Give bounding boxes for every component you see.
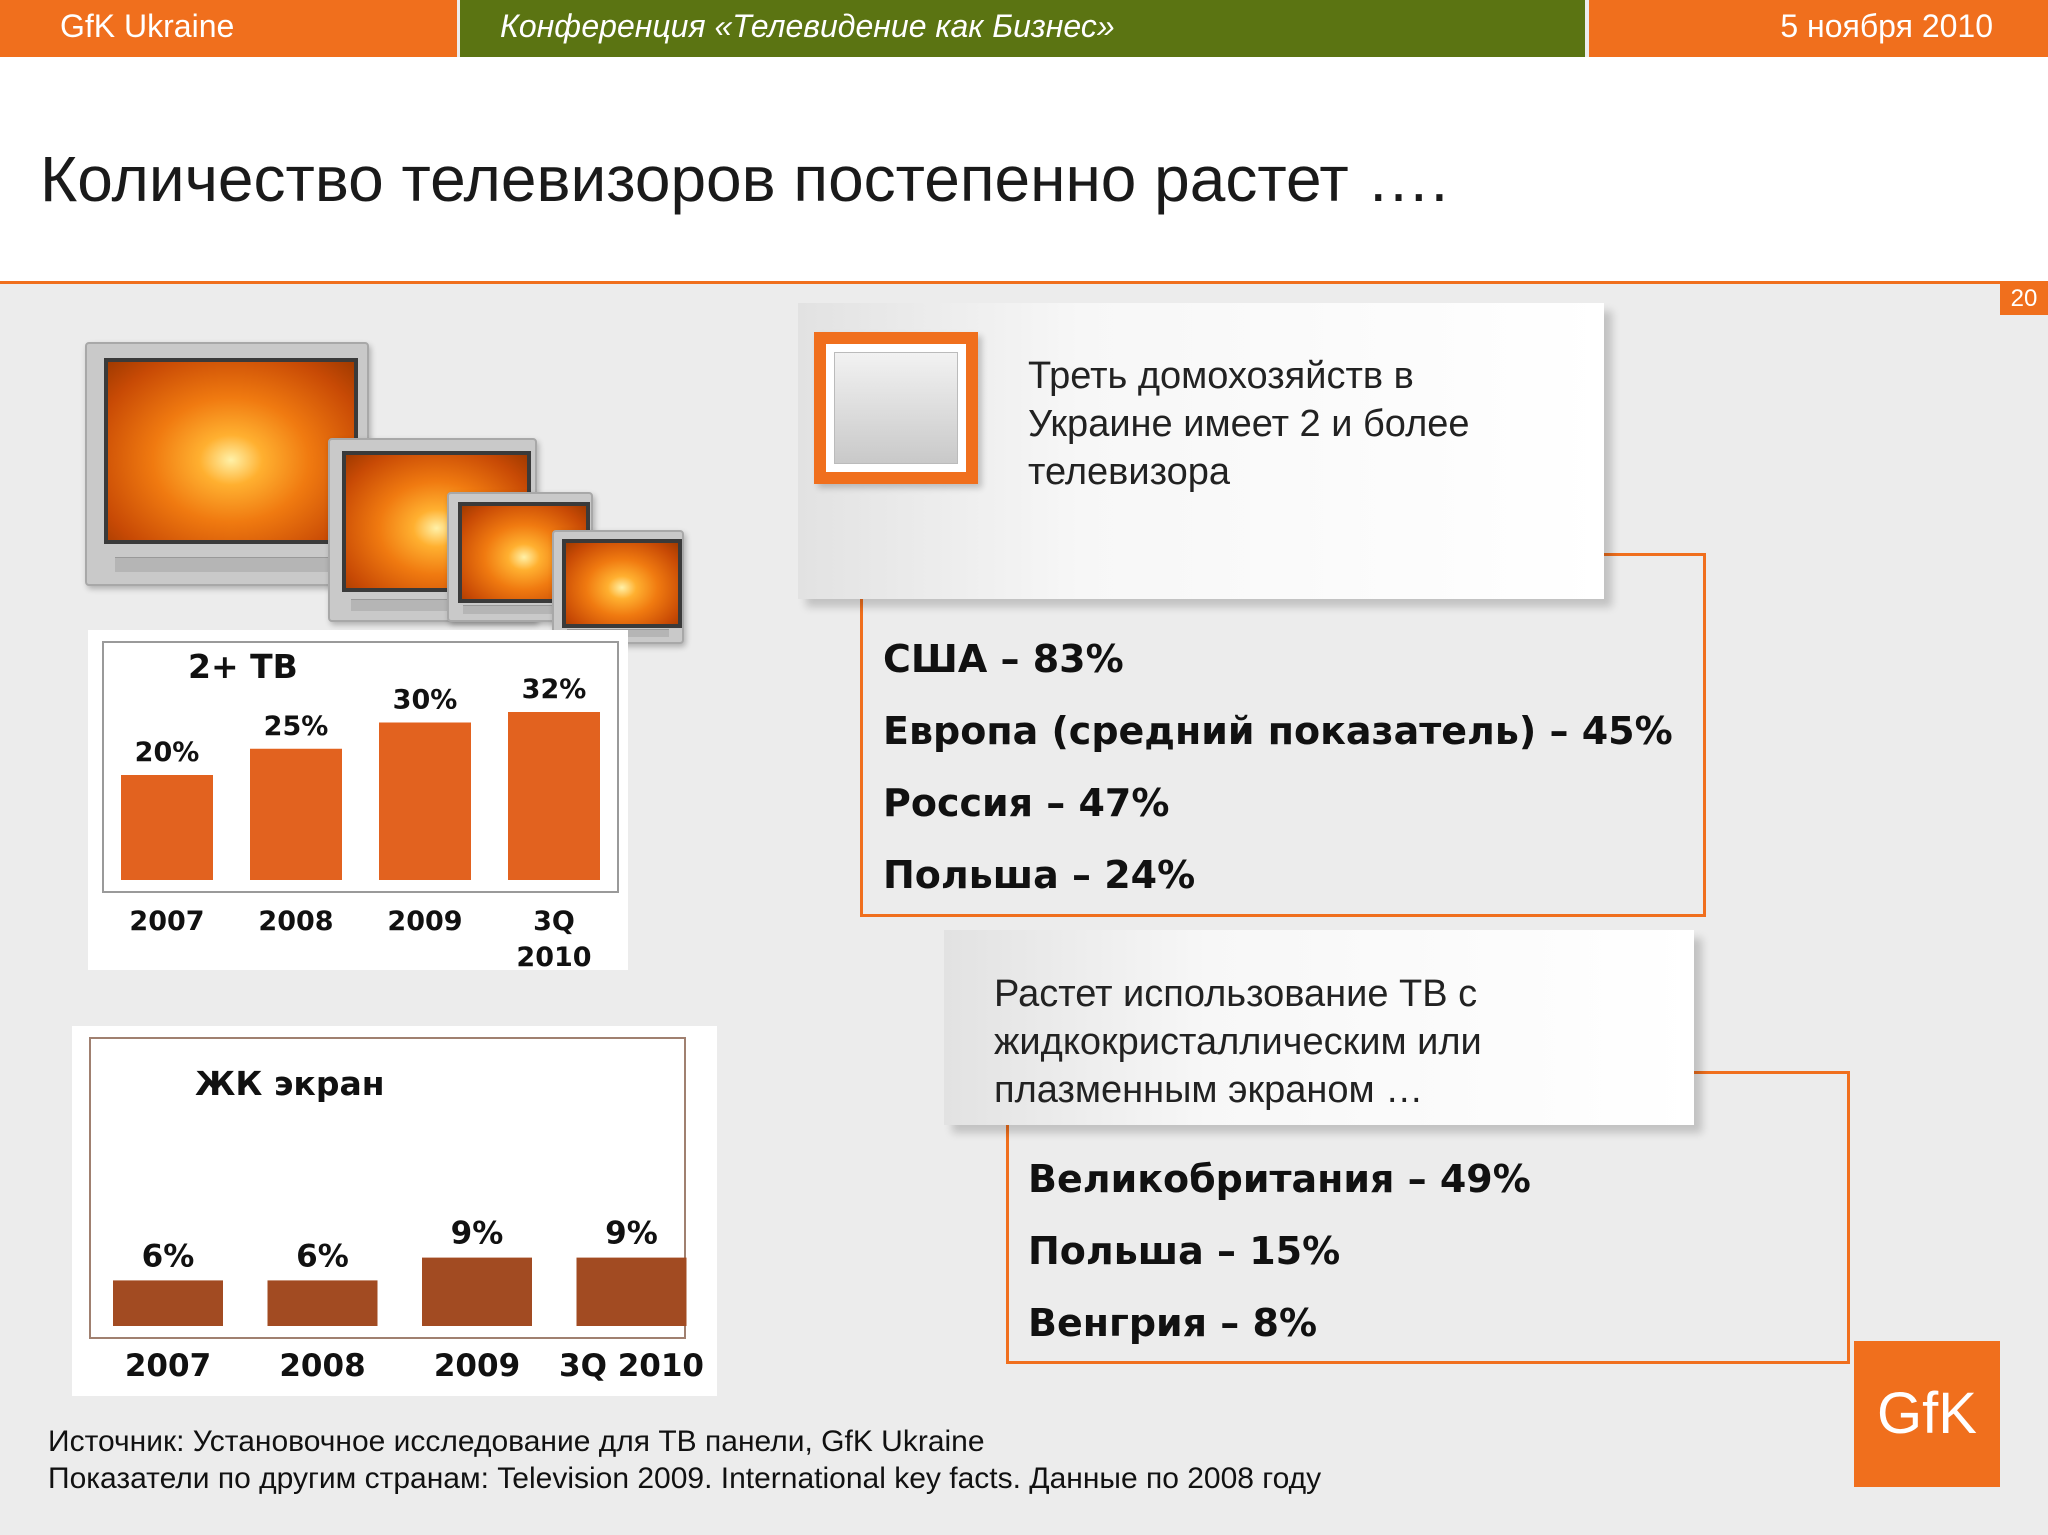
stat-russia: Россия – 47%	[883, 781, 1170, 825]
bar-3q-2010	[576, 1257, 687, 1326]
category-label: 2009	[387, 906, 462, 937]
title-area: Количество телевизоров постепенно растет…	[0, 57, 2048, 284]
info-line: Треть домохозяйств в	[1028, 355, 1414, 397]
chart-lcd-screen: ЖК экран 6% 2007 6% 2008 9% 2009 9% 3Q 2010	[72, 1026, 717, 1396]
stat-europe: Европа (средний показатель) – 45%	[883, 709, 1673, 753]
chart-2plus-tv: 2+ ТВ 20% 2007 25% 2008 30% 2009 32% 3Q 2010	[88, 630, 628, 970]
header-center: Конференция «Телевидение как Бизнес»	[460, 0, 1585, 57]
tv-large-image	[85, 342, 369, 586]
category-label: 2008	[258, 906, 333, 937]
category-label: 2007	[129, 906, 204, 937]
bar-3q-2010	[508, 712, 600, 880]
header-date: 5 ноября 2010	[1780, 8, 1993, 44]
data-label: 9%	[451, 1216, 504, 1252]
stat-poland-lcd: Польша – 15%	[1028, 1229, 1341, 1273]
bar-2007	[121, 775, 213, 880]
bar-2008	[267, 1280, 378, 1326]
data-label: 6%	[296, 1238, 349, 1274]
header-right: 5 ноября 2010	[1589, 0, 2048, 57]
header-brand: GfK Ukraine	[60, 8, 235, 44]
category-label: 3Q	[533, 906, 575, 937]
category-label: 2008	[279, 1348, 365, 1384]
category-label: 2009	[434, 1348, 520, 1384]
header-conference: Конференция «Телевидение как Бизнес»	[500, 8, 1115, 44]
data-label: 32%	[522, 674, 587, 705]
data-label: 20%	[135, 737, 200, 768]
data-label: 6%	[142, 1238, 195, 1274]
stat-hungary: Венгрия – 8%	[1028, 1301, 1318, 1345]
bar-2009	[379, 722, 471, 880]
bar-2007	[113, 1280, 223, 1326]
info-line: жидкокристаллическим или	[994, 1021, 1482, 1063]
chart-2plus-tv-svg: 2+ ТВ 20% 2007 25% 2008 30% 2009 32% 3Q 2010	[102, 641, 619, 970]
info-line: Растет использование ТВ с	[994, 973, 1478, 1015]
tv-smallest-image	[552, 530, 684, 644]
category-label: 3Q 2010	[559, 1348, 704, 1384]
data-label: 9%	[605, 1216, 658, 1252]
info-line: Украине имеет 2 и более	[1028, 403, 1470, 445]
info-box-2	[944, 930, 1694, 1125]
stat-usa: США – 83%	[883, 637, 1124, 681]
stat-uk: Великобритания – 49%	[1028, 1157, 1531, 1201]
info-line: телевизора	[1028, 451, 1230, 493]
info-line: плазменным экраном …	[994, 1069, 1424, 1111]
info-text-2: Растет использование ТВ с жидкокристалли…	[994, 970, 1482, 1114]
chart-lcd-svg: ЖК экран 6% 2007 6% 2008 9% 2009 9% 3Q 2010	[89, 1037, 704, 1384]
bar-2009	[422, 1257, 532, 1326]
data-label: 25%	[264, 711, 329, 742]
info-text-1: Треть домохозяйств в Украине имеет 2 и б…	[1028, 352, 1470, 496]
data-label: 30%	[393, 685, 458, 716]
stat-poland: Польша – 24%	[883, 853, 1196, 897]
chart-title: 2+ ТВ	[188, 647, 298, 686]
page-title: Количество телевизоров постепенно растет…	[40, 143, 1449, 215]
bar-2008	[250, 748, 342, 880]
chart-title: ЖК экран	[195, 1064, 385, 1103]
tv-frame-icon	[814, 332, 978, 484]
category-label: 2007	[125, 1348, 211, 1384]
header-bar: GfK Ukraine Конференция «Телевидение как…	[0, 0, 2048, 57]
source-line: Показатели по другим странам: Television…	[48, 1462, 1322, 1495]
source-line: Источник: Установочное исследование для …	[48, 1425, 985, 1458]
gfk-logo: GfK	[1854, 1341, 2000, 1487]
header-left: GfK Ukraine	[0, 0, 457, 57]
category-label: 2010	[516, 942, 591, 970]
page-number: 20	[2000, 283, 2048, 315]
